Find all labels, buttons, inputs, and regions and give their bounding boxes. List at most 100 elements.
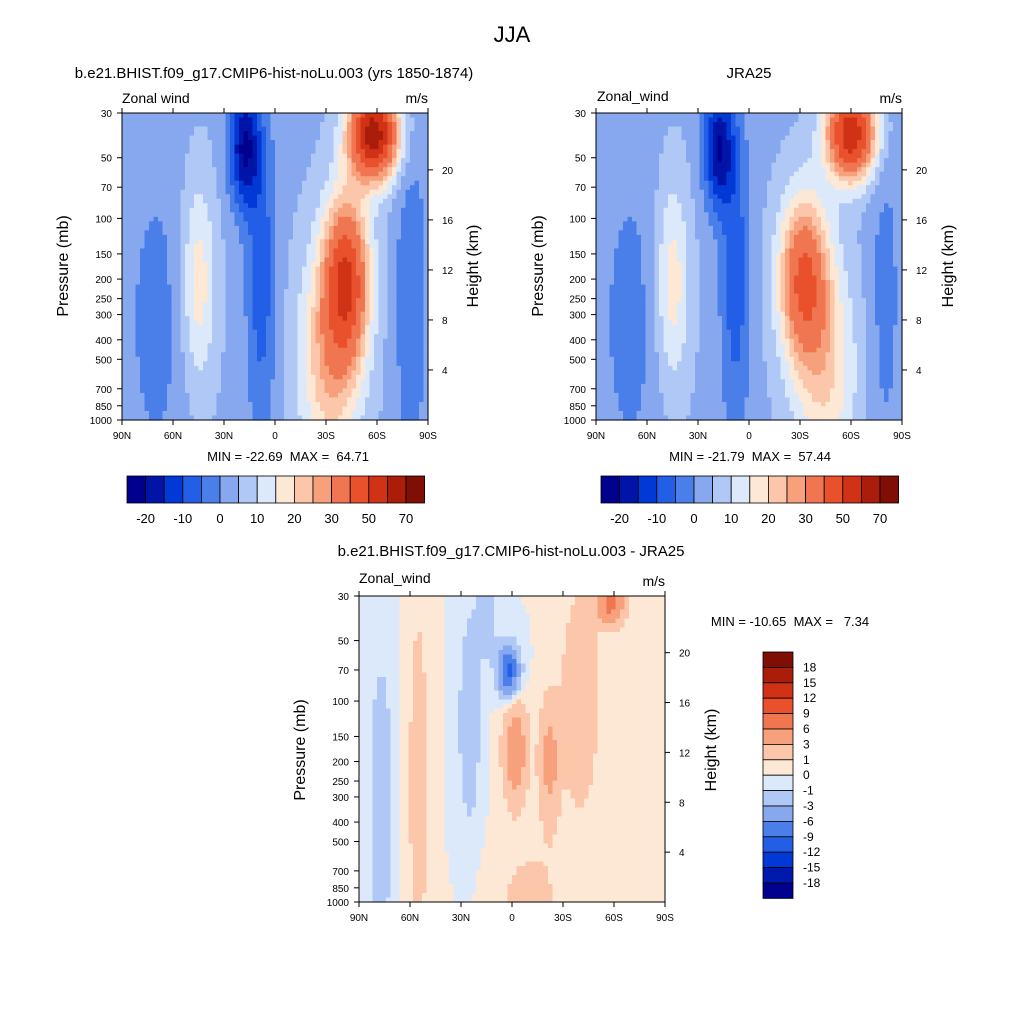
contour-cell bbox=[609, 230, 615, 236]
contour-cell bbox=[270, 243, 276, 250]
contour-cell bbox=[266, 176, 272, 182]
contour-cell bbox=[383, 379, 389, 385]
contour-cell bbox=[207, 415, 213, 421]
contour-cell bbox=[153, 252, 159, 259]
contour-cell bbox=[423, 203, 429, 209]
contour-cell bbox=[329, 410, 335, 417]
contour-cell bbox=[378, 144, 384, 150]
contour-cell bbox=[194, 383, 200, 389]
contour-cell bbox=[383, 140, 389, 146]
contour-cell bbox=[288, 180, 294, 186]
contour-cell bbox=[279, 280, 285, 286]
contour-cell bbox=[216, 135, 222, 141]
contour-cell bbox=[396, 158, 402, 164]
contour-cell bbox=[275, 198, 281, 204]
contour-cell bbox=[609, 248, 615, 254]
contour-cell bbox=[288, 153, 294, 159]
contour-cell bbox=[167, 379, 173, 385]
contour-cell bbox=[257, 243, 263, 250]
contour-cell bbox=[396, 392, 402, 399]
contour-cell bbox=[288, 113, 294, 119]
contour-cell bbox=[302, 216, 308, 222]
contour-cell bbox=[401, 338, 407, 344]
contour-cell bbox=[185, 401, 191, 408]
contour-cell bbox=[194, 311, 200, 317]
contour-cell bbox=[387, 320, 393, 326]
contour-cell bbox=[167, 316, 173, 322]
contour-cell bbox=[338, 352, 344, 358]
contour-cell bbox=[180, 225, 186, 231]
contour-cell bbox=[320, 140, 326, 146]
contour-cell bbox=[126, 207, 132, 213]
contour-cell bbox=[401, 194, 407, 200]
contour-cell bbox=[189, 275, 195, 281]
contour-cell bbox=[225, 388, 231, 394]
contour-cell bbox=[126, 361, 132, 367]
contour-cell bbox=[360, 284, 366, 290]
contour-cell bbox=[221, 203, 227, 209]
contour-cell bbox=[162, 230, 168, 236]
contour-cell bbox=[279, 401, 285, 408]
contour-cell bbox=[180, 410, 186, 417]
contour-cell bbox=[234, 302, 240, 308]
y-right-tick-label: 4 bbox=[442, 366, 448, 377]
contour-cell bbox=[392, 370, 398, 376]
contour-cell bbox=[378, 126, 384, 132]
contour-cell bbox=[234, 185, 240, 191]
contour-cell bbox=[158, 261, 164, 268]
contour-cell bbox=[207, 207, 213, 213]
contour-cell bbox=[324, 113, 330, 119]
contour-cell bbox=[266, 131, 272, 137]
contour-cell bbox=[225, 298, 231, 304]
contour-cell bbox=[153, 275, 159, 281]
contour-cell bbox=[600, 221, 606, 227]
contour-cell bbox=[185, 131, 191, 137]
contour-cell bbox=[176, 320, 182, 326]
contour-cell bbox=[392, 203, 398, 209]
contour-cell bbox=[243, 374, 249, 380]
contour-cell bbox=[162, 334, 168, 340]
contour-cell bbox=[356, 365, 362, 371]
contour-cell bbox=[297, 140, 303, 146]
contour-cell bbox=[609, 275, 615, 281]
contour-cell bbox=[414, 325, 420, 331]
contour-cell bbox=[600, 298, 606, 304]
contour-cell bbox=[410, 234, 416, 241]
contour-cell bbox=[270, 320, 276, 326]
contour-cell bbox=[401, 167, 407, 173]
contour-cell bbox=[297, 216, 303, 222]
contour-cell bbox=[369, 347, 375, 353]
contour-cell bbox=[396, 207, 402, 213]
contour-cell bbox=[392, 397, 398, 403]
contour-cell bbox=[405, 352, 411, 358]
contour-cell bbox=[609, 347, 615, 353]
contour-cell bbox=[212, 225, 218, 231]
contour-cell bbox=[203, 379, 209, 385]
contour-cell bbox=[324, 149, 330, 155]
contour-cell bbox=[338, 325, 344, 331]
contour-cell bbox=[351, 144, 357, 150]
contour-cell bbox=[243, 176, 249, 182]
contour-cell bbox=[153, 392, 159, 399]
contour-cell bbox=[284, 280, 290, 286]
contour-cell bbox=[207, 397, 213, 403]
contour-cell bbox=[171, 113, 177, 119]
contour-cell bbox=[185, 388, 191, 394]
contour-cell bbox=[275, 356, 281, 362]
contour-cell bbox=[288, 397, 294, 403]
contour-cell bbox=[396, 122, 402, 128]
contour-cell bbox=[333, 243, 339, 250]
contour-cell bbox=[126, 131, 132, 137]
contour-cell bbox=[374, 185, 380, 191]
contour-cell bbox=[149, 167, 155, 173]
contour-cell bbox=[279, 289, 285, 295]
contour-cell bbox=[605, 316, 611, 322]
contour-cell bbox=[122, 248, 128, 254]
contour-cell bbox=[374, 212, 380, 218]
contour-cell bbox=[609, 131, 615, 137]
contour-cell bbox=[333, 266, 339, 272]
contour-cell bbox=[135, 176, 141, 182]
contour-cell bbox=[230, 275, 236, 281]
contour-cell bbox=[167, 221, 173, 227]
contour-cell bbox=[414, 216, 420, 222]
